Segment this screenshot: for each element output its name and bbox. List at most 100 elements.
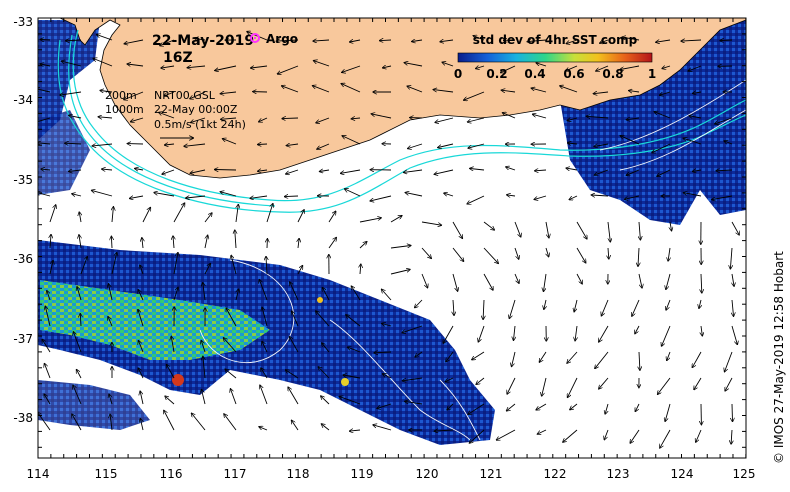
current-arrow [472, 351, 485, 360]
current-arrow [79, 212, 81, 223]
current-arrow [535, 170, 547, 171]
current-arrow [130, 196, 144, 198]
current-arrow [370, 195, 392, 201]
current-arrow [438, 143, 454, 148]
current-arrow [260, 385, 268, 405]
current-arrow [203, 357, 205, 379]
current-arrow [352, 118, 361, 119]
current-arrow [658, 377, 671, 394]
current-arrow [509, 299, 516, 318]
current-arrow [341, 169, 361, 173]
current-arrow [447, 403, 454, 410]
current-arrow [657, 169, 671, 176]
current-arrow [467, 195, 485, 204]
current-arrow [377, 403, 392, 408]
current-arrow [80, 257, 87, 275]
current-arrow [259, 427, 268, 431]
current-arrow [62, 61, 82, 67]
current-arrow [694, 377, 702, 389]
y-tick-label: -36 [13, 252, 33, 266]
current-arrow [74, 332, 82, 353]
current-arrow [464, 91, 485, 100]
current-arrow [576, 221, 587, 239]
isobath-200m [72, 29, 746, 202]
current-arrow [297, 266, 302, 275]
current-arrow [350, 430, 361, 431]
current-arrow [226, 309, 237, 327]
current-arrow [507, 377, 516, 394]
current-arrow [165, 396, 175, 405]
current-arrow [592, 195, 609, 196]
current-arrow [173, 236, 174, 249]
map-time: 16Z [163, 50, 193, 66]
x-tick-label: 125 [733, 467, 756, 481]
isobath-1000m [57, 39, 746, 213]
current-arrow [692, 351, 702, 367]
current-arrow [77, 287, 82, 301]
current-arrow [201, 341, 206, 353]
current-arrow [666, 299, 671, 310]
current-arrow [731, 325, 737, 344]
sst-patch-lower-left [38, 380, 150, 430]
current-arrow [342, 136, 361, 145]
current-arrow [318, 367, 330, 379]
current-arrow [317, 143, 330, 149]
current-arrow [731, 429, 732, 444]
x-tick-label: 122 [544, 467, 567, 481]
current-arrow [287, 144, 299, 146]
current-arrow [286, 169, 299, 174]
current-arrow [446, 351, 454, 362]
sst-patch-west-coast [38, 110, 90, 195]
current-arrow [140, 419, 144, 431]
current-arrow [681, 40, 702, 41]
current-arrow [221, 118, 237, 119]
current-arrow [483, 247, 498, 263]
current-arrow [683, 138, 702, 145]
current-arrow [112, 207, 113, 223]
current-arrow [40, 40, 51, 41]
current-arrow [223, 139, 237, 145]
current-arrow [131, 117, 144, 122]
sst-data-layer [38, 18, 746, 445]
current-arrow [188, 66, 206, 68]
current-arrow [140, 391, 144, 405]
current-arrow [421, 273, 428, 288]
current-arrow [184, 143, 206, 146]
current-arrow [382, 290, 392, 301]
current-arrow [660, 429, 671, 448]
current-arrow [164, 411, 175, 431]
current-arrow [204, 213, 212, 223]
current-arrow [66, 40, 82, 41]
current-arrow [50, 235, 51, 249]
current-arrow [639, 351, 640, 370]
current-arrow [374, 352, 392, 353]
current-arrow [693, 170, 702, 171]
current-arrow [536, 403, 547, 410]
current-arrow [348, 347, 361, 353]
current-arrow [434, 90, 454, 93]
current-arrow [632, 299, 640, 316]
current-arrow [373, 425, 392, 431]
current-arrow [574, 299, 578, 312]
current-arrow [195, 38, 206, 40]
current-arrow [575, 325, 577, 341]
current-arrow [173, 253, 178, 275]
current-arrow [73, 385, 82, 405]
current-arrow [313, 40, 330, 41]
product-time-label: 22-May 00:00Z [154, 103, 238, 116]
current-arrow [594, 143, 609, 147]
current-arrow [560, 86, 578, 93]
current-arrow [282, 118, 299, 119]
current-arrow [372, 114, 392, 119]
current-arrow [540, 351, 547, 362]
current-arrow [716, 170, 733, 171]
current-arrow [570, 195, 578, 200]
current-arrow [514, 221, 521, 237]
colorbar-gradient [457, 52, 653, 63]
current-arrow [161, 66, 175, 68]
current-arrow [468, 117, 485, 122]
colorbar-tick: 1 [648, 67, 656, 81]
current-arrow [507, 195, 516, 196]
current-arrow [453, 299, 454, 315]
current-arrow [483, 299, 484, 319]
